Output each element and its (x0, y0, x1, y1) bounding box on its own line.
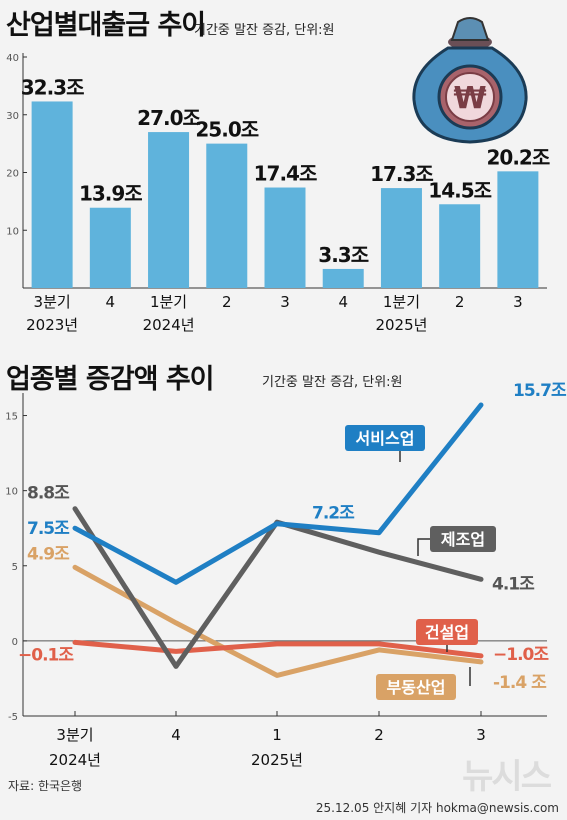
line-series (72, 402, 484, 678)
bar-value-label: 27.0조 (137, 106, 200, 130)
line-point-label: 4.1조 (492, 574, 535, 594)
bar (206, 143, 248, 288)
bar (148, 132, 190, 288)
bar-category-label: 4 (338, 293, 348, 311)
line-point-labels: 8.8조 7.5조 4.9조 −0.1조 7.2조 15.7조 4.1조 −1.0조 -1.4 … (18, 381, 567, 693)
bar (264, 187, 306, 288)
line-category-label: 4 (171, 726, 181, 744)
line-y-tick-label: 0 (12, 637, 18, 648)
line-point-label: 4.9조 (27, 544, 70, 564)
bar-category-label: 1분기 (383, 293, 420, 311)
series-tag (430, 526, 496, 552)
series-line (72, 564, 484, 678)
bar-value-label: 14.5조 (428, 178, 491, 202)
tag-leader-line (417, 538, 430, 556)
line-category-label: 1 (272, 726, 282, 744)
money-bag-won-icon: ₩ (412, 17, 528, 144)
line-category-label: 2 (374, 726, 384, 744)
bar-category-label: 3 (280, 293, 290, 311)
line-point-label: 7.5조 (27, 519, 70, 539)
line-category-label: 3분기 (56, 726, 93, 744)
bar-category-label: 3 (513, 293, 523, 311)
bar-category-labels: 3분기 4 1분기 2 3 4 1분기 2 3 2023년 2024년 2025년 (26, 293, 523, 334)
credit-text: 25.12.05 안지혜 기자 hokma@newsis.com (316, 801, 559, 815)
line-point-label: −1.0조 (493, 645, 549, 665)
bar-category-label: 3분기 (34, 293, 71, 311)
bar (89, 207, 131, 288)
line-chart-title: 업종별 증감액 추이 (6, 364, 214, 395)
bar-category-label: 2 (222, 293, 232, 311)
line-y-tick-label: -5 (8, 712, 18, 723)
series-tag-label: 서비스업 (356, 429, 415, 448)
bar-category-label: 4 (106, 293, 116, 311)
svg-text:₩: ₩ (453, 81, 486, 116)
line-y-tick-label: 15 (5, 412, 18, 423)
line-category-labels: 3분기 4 1 2 3 2024년 2025년 (49, 726, 486, 769)
bar (439, 204, 481, 288)
bar-value-label: 25.0조 (195, 118, 258, 142)
line-y-axis: 15 10 5 0 -5 (5, 393, 547, 723)
watermark-logo: 뉴시스 (462, 757, 552, 797)
bar-value-label: 3.3조 (318, 243, 368, 267)
line-point-label: 15.7조 (513, 381, 567, 401)
bar-y-tick-label: 10 (6, 226, 19, 237)
series-tag (345, 425, 425, 451)
bar-chart-subtitle: 기간중 말잔 증감, 단위:원 (194, 23, 335, 38)
line-point-label: −0.1조 (18, 645, 74, 665)
series-tag (416, 619, 478, 645)
line-year-label: 2025년 (251, 751, 303, 769)
line-category-label: 3 (476, 726, 486, 744)
line-y-tick-label: 5 (12, 562, 18, 573)
bar-chart-title: 산업별대출금 추이 (6, 10, 205, 41)
bar-y-tick-label: 40 (6, 53, 19, 64)
line-point-label: -1.4 조 (493, 673, 547, 693)
series-line (72, 402, 484, 585)
bar (380, 188, 422, 288)
bar (322, 268, 364, 288)
series-tag-label: 건설업 (425, 623, 469, 642)
line-year-label: 2024년 (49, 751, 101, 769)
line-point-label: 8.8조 (27, 484, 70, 504)
source-text: 자료: 한국은행 (8, 778, 82, 793)
line-chart-subtitle: 기간중 말잔 증감, 단위:원 (262, 375, 403, 390)
bar-y-tick-label: 30 (6, 111, 19, 122)
series-tag (376, 674, 456, 700)
bar-value-label: 17.3조 (370, 162, 433, 186)
line-y-tick-label: 10 (5, 487, 18, 498)
series-line (72, 639, 484, 659)
bar-value-label: 17.4조 (254, 162, 317, 186)
series-tag-label: 제조업 (441, 530, 485, 549)
series-tag-label: 부동산업 (387, 678, 446, 697)
bar-category-label: 1분기 (150, 293, 187, 311)
bar-year-label: 2023년 (26, 316, 78, 334)
bar-value-label: 32.3조 (21, 75, 84, 99)
bar (497, 171, 539, 288)
bar-year-label: 2025년 (375, 316, 427, 334)
bar-value-label: 13.9조 (79, 182, 142, 206)
line-point-label: 7.2조 (312, 504, 355, 524)
bar-y-tick-label: 20 (6, 169, 19, 180)
bar-value-label: 20.2조 (487, 145, 550, 169)
bar-category-label: 2 (455, 293, 465, 311)
bar (31, 101, 73, 288)
bar-year-label: 2024년 (143, 316, 195, 334)
